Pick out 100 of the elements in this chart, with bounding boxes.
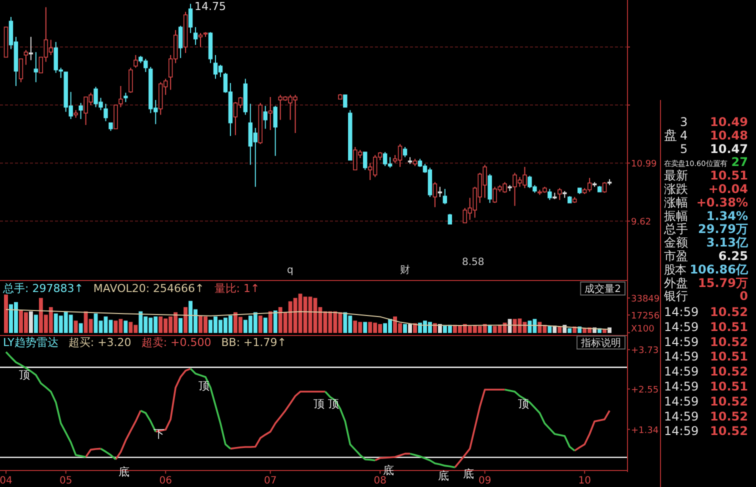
bar bbox=[508, 318, 512, 333]
candlestick bbox=[402, 146, 408, 158]
text: 14:59 10.52 bbox=[664, 394, 748, 408]
bar bbox=[363, 322, 368, 333]
bar bbox=[548, 326, 552, 333]
bar bbox=[408, 324, 412, 333]
text: 4 10.48 bbox=[680, 128, 748, 142]
text: 14:59 10.52 bbox=[664, 424, 748, 438]
candlestick bbox=[188, 3, 193, 34]
annotation: 超卖: +0.500 bbox=[141, 336, 212, 349]
bar bbox=[178, 318, 183, 333]
chart-title: LY趋势雷达 bbox=[3, 336, 58, 349]
line-series bbox=[5, 309, 610, 330]
annotation: 财 bbox=[400, 264, 410, 276]
data-label: 顶 bbox=[18, 368, 30, 382]
text: 振幅 1.34% bbox=[664, 208, 748, 223]
annotation: 指标说明 bbox=[580, 337, 621, 349]
candlestick bbox=[34, 52, 38, 83]
candlestick bbox=[118, 85, 123, 108]
text: 外盘 15.79万 bbox=[664, 276, 748, 290]
candlestick bbox=[558, 188, 562, 200]
annotation: MAVOL20: 254666↑ bbox=[93, 282, 204, 295]
text: 盘 bbox=[664, 128, 677, 144]
candlestick bbox=[28, 36, 34, 61]
candlestick bbox=[128, 67, 133, 94]
annotation: 超买: +3.20 bbox=[68, 336, 132, 349]
bar bbox=[258, 316, 262, 333]
x-tick-label: 08 bbox=[374, 476, 386, 487]
text: 14:59 10.52 bbox=[664, 334, 748, 349]
x-tick-label: 04 bbox=[0, 476, 12, 487]
x-tick-label: 05 bbox=[59, 476, 72, 487]
candlestick bbox=[78, 102, 83, 120]
candlestick bbox=[193, 26, 198, 46]
data-label: 顶 bbox=[518, 398, 529, 411]
data-label: 底 bbox=[462, 467, 474, 480]
text: 14:59 10.52 bbox=[664, 305, 748, 319]
x-tick-label: 10 bbox=[578, 476, 591, 487]
candlestick bbox=[104, 103, 108, 122]
candlestick bbox=[343, 94, 348, 108]
candlestick bbox=[273, 105, 278, 156]
candlestick bbox=[548, 188, 552, 200]
bar bbox=[488, 324, 492, 333]
bar bbox=[4, 294, 8, 333]
bar bbox=[608, 327, 612, 333]
candlestick bbox=[114, 104, 118, 130]
bar bbox=[78, 323, 83, 333]
annotation: 成交量2 bbox=[584, 283, 621, 295]
text: 市盈 6.25 bbox=[664, 249, 748, 263]
text: 14:59 10.51 bbox=[664, 380, 748, 394]
text: 14:59 10.52 bbox=[664, 409, 748, 424]
data-label: 底 bbox=[438, 469, 449, 482]
annotation: q bbox=[287, 265, 294, 276]
bar bbox=[268, 311, 272, 333]
y-tick-label: X100 bbox=[631, 324, 655, 335]
y-tick-label: +2.55 bbox=[631, 385, 659, 396]
x-tick-label: 09 bbox=[478, 476, 492, 487]
candlestick bbox=[178, 25, 183, 59]
text: 14:59 10.51 bbox=[664, 350, 748, 364]
bar bbox=[558, 326, 562, 333]
bar bbox=[184, 307, 188, 333]
text: 14.75 bbox=[194, 0, 226, 13]
candlestick bbox=[448, 213, 452, 225]
bar bbox=[568, 328, 572, 333]
chart-title: 总手: 297883↑ bbox=[2, 282, 84, 295]
x-tick-label: 06 bbox=[159, 476, 172, 487]
candlestick bbox=[488, 174, 492, 204]
y-tick-label: 17256 bbox=[631, 312, 660, 322]
data-label: 下 bbox=[154, 427, 165, 440]
candlestick bbox=[124, 92, 128, 103]
text: 总手 29.79万 bbox=[663, 222, 748, 236]
y-tick-label: 33849 bbox=[631, 294, 660, 305]
y-tick-label: +1.34 bbox=[631, 426, 659, 436]
bar bbox=[403, 324, 407, 333]
text: 14:59 10.51 bbox=[664, 320, 748, 334]
data-label: 顶 bbox=[313, 398, 324, 411]
candlestick bbox=[438, 186, 442, 198]
bar bbox=[124, 320, 128, 333]
candlestick bbox=[198, 32, 203, 48]
candlestick bbox=[18, 58, 24, 83]
text: 股本 106.86亿 bbox=[664, 262, 749, 276]
text: 5 10.47 bbox=[680, 142, 748, 156]
candlestick bbox=[363, 152, 368, 170]
text: 涨幅 +0.38% bbox=[664, 195, 748, 210]
y-tick-label: 9.62 bbox=[631, 218, 652, 228]
text: 14:59 10.52 bbox=[664, 364, 748, 379]
annotation: BB: +1.79↑ bbox=[221, 336, 286, 349]
text: 3 10.49 bbox=[680, 115, 748, 129]
candlestick bbox=[442, 188, 448, 205]
bar bbox=[34, 314, 38, 333]
annotation: 量比: 1↑ bbox=[214, 282, 260, 295]
y-tick-label: +3.73 bbox=[631, 346, 659, 356]
bar bbox=[263, 318, 268, 333]
bar bbox=[602, 329, 607, 333]
candlestick bbox=[134, 54, 138, 68]
text: 银行 0 bbox=[664, 289, 748, 304]
text: 涨跌 +0.04 bbox=[664, 182, 748, 196]
y-tick-label: 10.99 bbox=[631, 160, 658, 170]
bar bbox=[74, 320, 78, 333]
data-label: 顶 bbox=[198, 380, 210, 393]
x-tick-label: 07 bbox=[264, 476, 277, 487]
